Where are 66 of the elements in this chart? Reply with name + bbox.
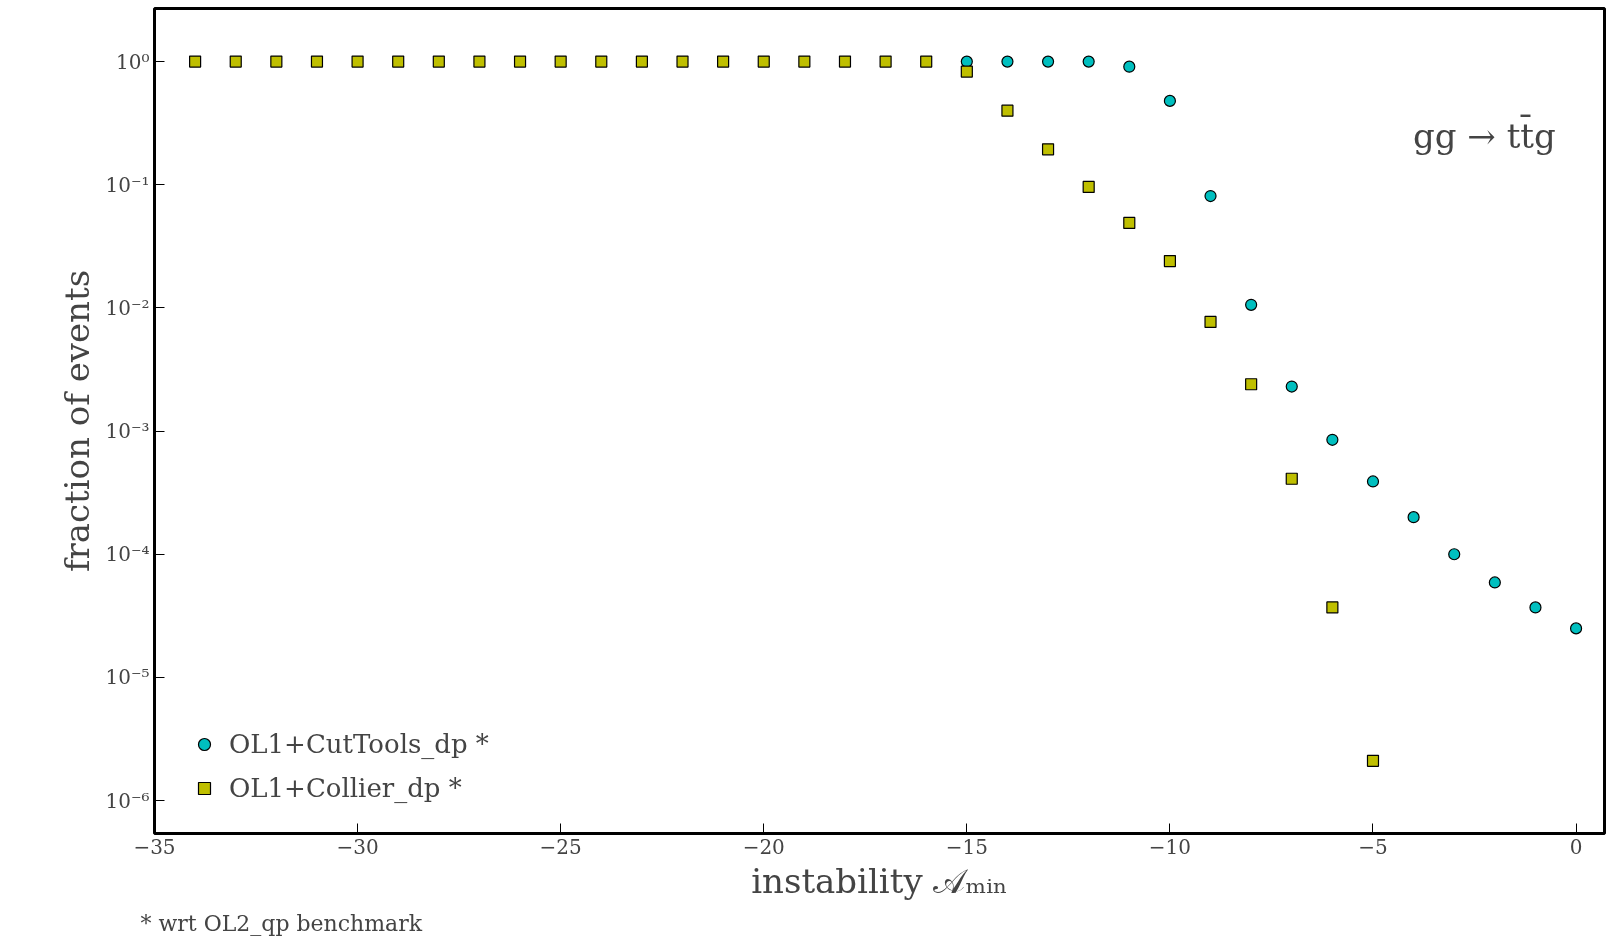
point	[1245, 298, 1258, 311]
point	[1123, 216, 1136, 230]
point	[1366, 475, 1380, 488]
point	[1163, 255, 1177, 268]
point	[310, 55, 324, 68]
x-tick-label: −30	[336, 834, 379, 859]
point	[1488, 576, 1501, 589]
x-tick-label: −15	[945, 834, 988, 859]
point	[1448, 548, 1461, 561]
point	[229, 55, 242, 68]
point	[1041, 143, 1055, 156]
point	[1001, 104, 1014, 117]
point	[473, 55, 486, 68]
y-tick-label: 10⁻⁴	[105, 542, 150, 567]
point	[1204, 315, 1217, 329]
point	[920, 55, 933, 68]
text: * wrt OL2_qp benchmark	[140, 910, 423, 936]
x-tick-label: −5	[1358, 834, 1388, 859]
x-tick-label: −35	[133, 834, 176, 859]
point	[1569, 622, 1583, 635]
point	[513, 55, 527, 68]
point	[351, 55, 364, 68]
point	[1163, 94, 1177, 107]
annotation: gg → tt̄g	[1413, 114, 1556, 156]
point	[757, 55, 770, 68]
point	[1326, 601, 1339, 614]
y-tick-label: 10⁻²	[105, 295, 150, 320]
point	[838, 55, 852, 68]
point	[960, 65, 973, 78]
point	[1285, 380, 1298, 393]
point	[1285, 472, 1298, 485]
point	[270, 55, 283, 68]
legend-label: OL1+Collier_dp *	[229, 773, 462, 803]
y-tick-label: 10⁻³	[105, 419, 150, 444]
point	[554, 55, 567, 68]
x-tick-label: −25	[539, 834, 582, 859]
x-tick-label: 0	[1569, 834, 1583, 859]
point	[879, 55, 892, 68]
y-tick-label: 10⁻⁵	[105, 665, 150, 690]
point	[798, 55, 811, 68]
point	[1366, 754, 1380, 767]
point	[1082, 55, 1095, 68]
point	[392, 55, 405, 68]
y-tick-label: 10⁻¹	[105, 172, 150, 197]
point	[1082, 180, 1095, 194]
point	[595, 55, 608, 68]
y-axis-title: fraction of events	[57, 269, 98, 573]
legend-label: OL1+CutTools_dp *	[229, 729, 489, 759]
y-tick-label: 10⁰	[116, 49, 150, 74]
point	[1001, 55, 1014, 68]
x-axis-title: instability 𝒜ₘᵢₙ	[751, 860, 1008, 901]
point	[635, 55, 648, 68]
point	[1204, 189, 1217, 203]
point	[1326, 433, 1339, 446]
point	[1529, 601, 1542, 614]
point	[432, 55, 445, 68]
point	[717, 55, 730, 68]
point	[189, 55, 202, 68]
point	[676, 55, 689, 68]
point	[1245, 378, 1258, 391]
point	[1407, 511, 1420, 524]
y-tick-label: 10⁻⁶	[105, 788, 150, 813]
x-tick-label: −20	[742, 834, 785, 859]
x-tick-label: −10	[1148, 834, 1192, 859]
point	[1123, 60, 1136, 73]
point	[1041, 55, 1055, 68]
